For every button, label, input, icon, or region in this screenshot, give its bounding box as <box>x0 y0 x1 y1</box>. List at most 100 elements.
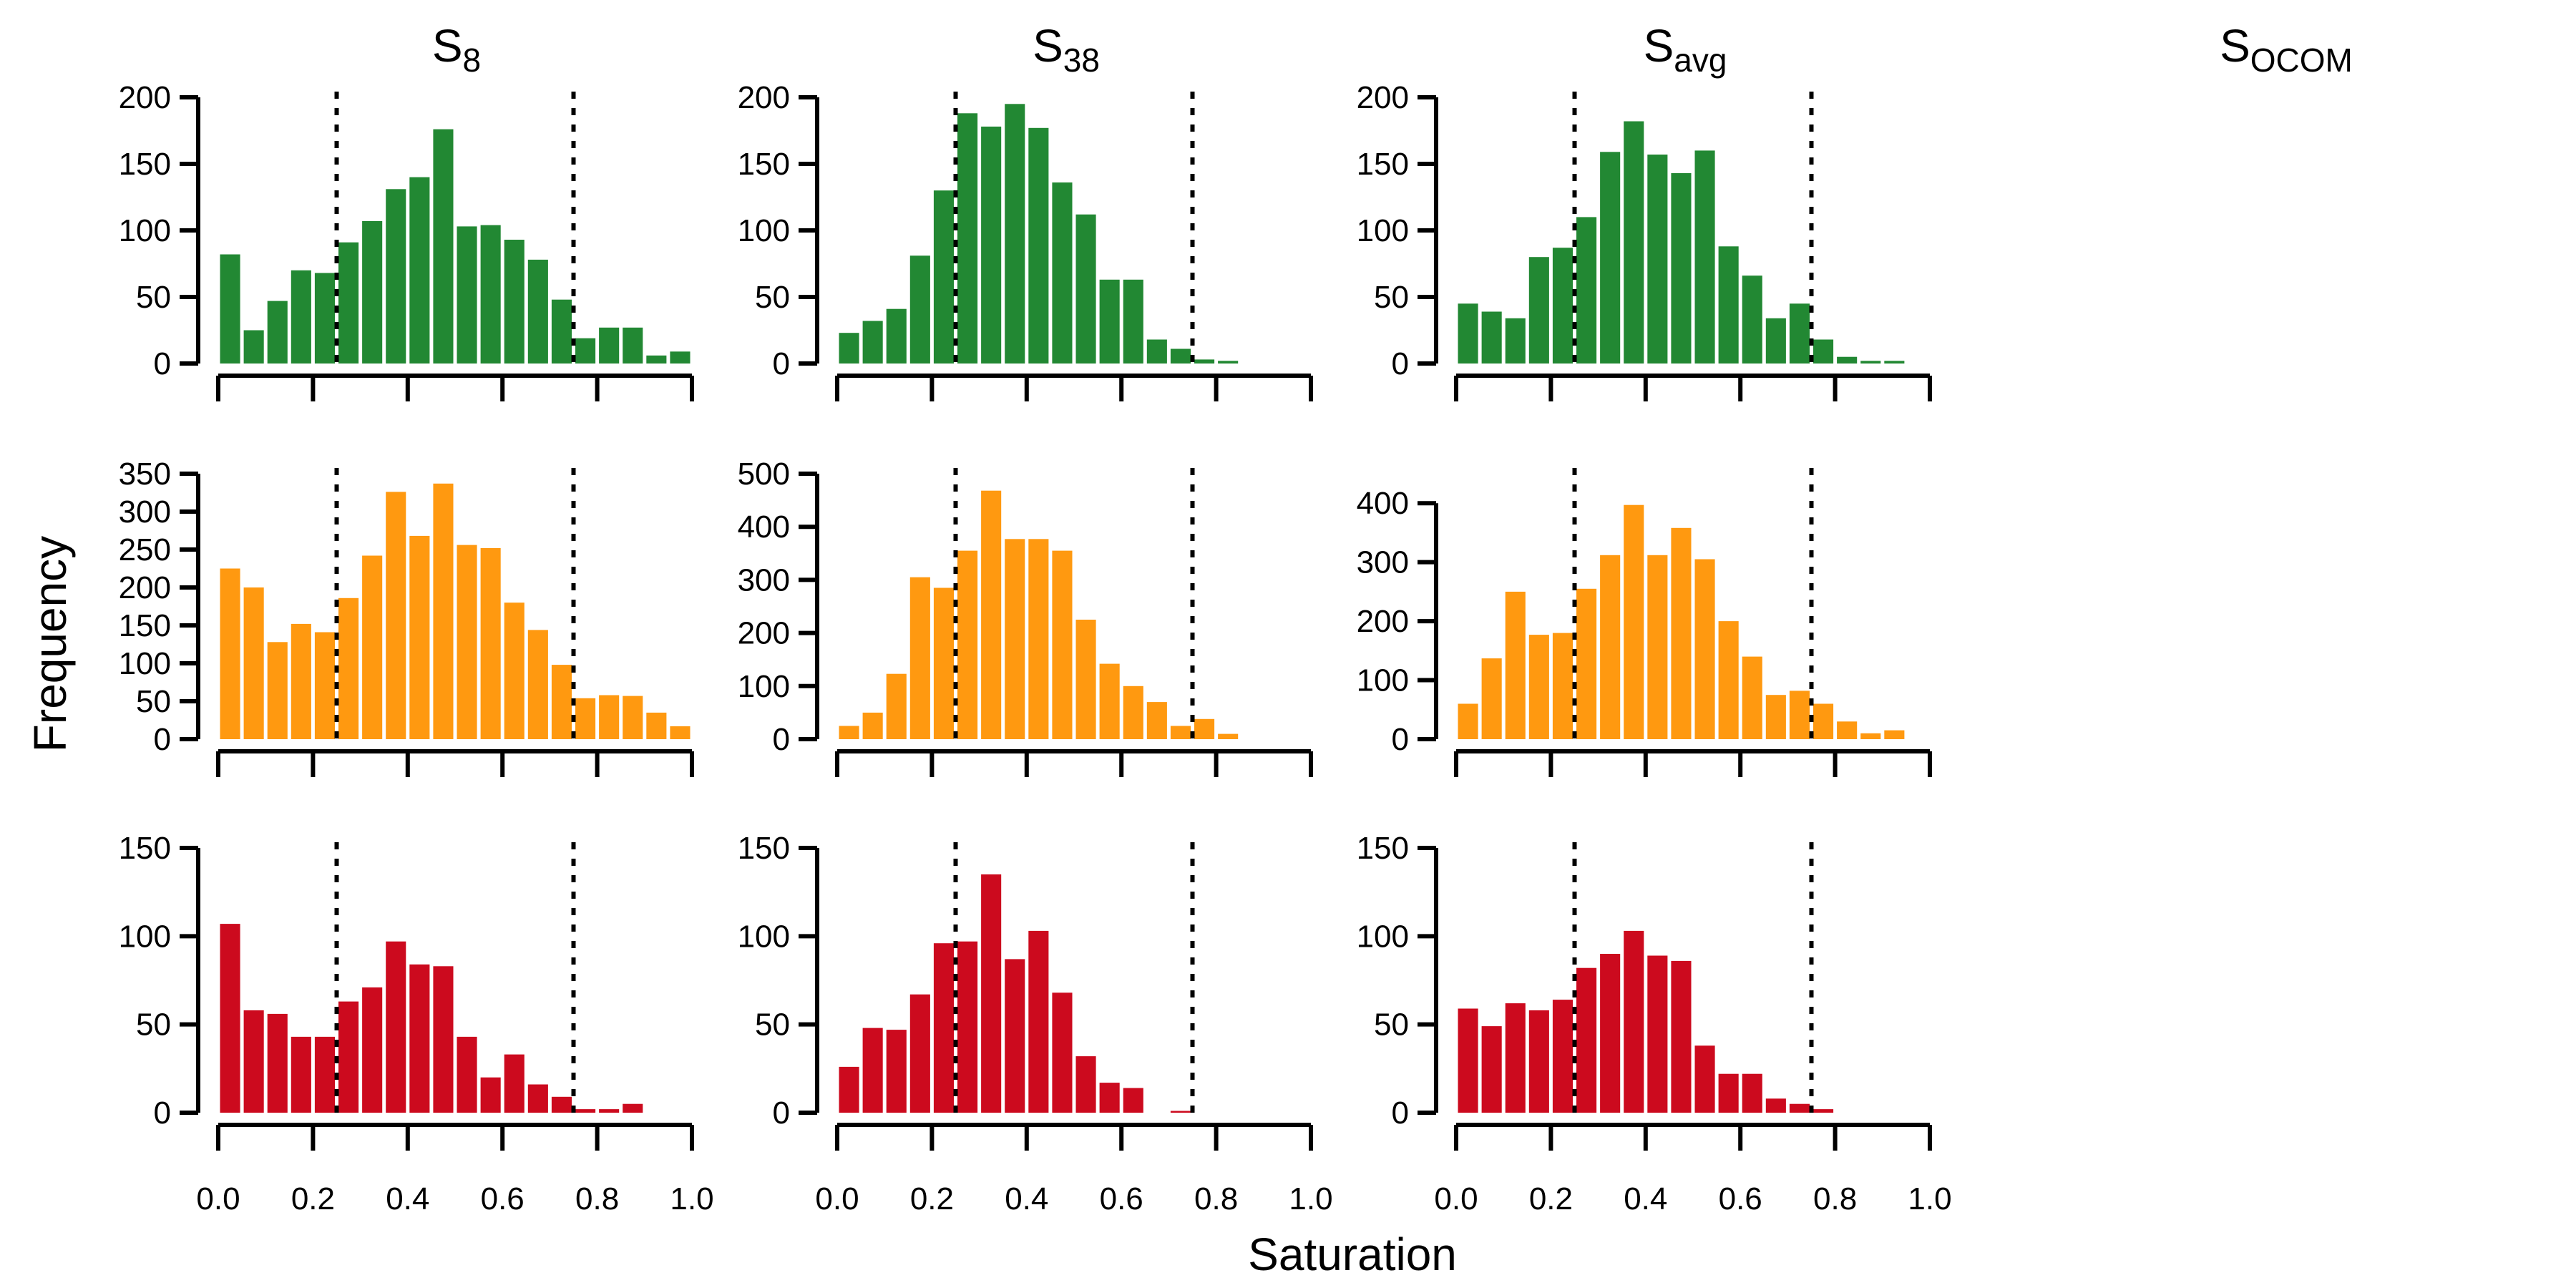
histogram-panel-r0-c2: 0 50 100 150 200 <box>1357 80 1932 401</box>
histogram-bar <box>1170 348 1191 364</box>
y-tick-label: 100 <box>119 919 171 954</box>
y-tick-label: 500 <box>738 457 790 492</box>
histogram-bar <box>1123 686 1143 739</box>
histogram-bar <box>1789 303 1810 364</box>
x-tick-label: 1.0 <box>670 1181 713 1216</box>
histogram-bar <box>1170 726 1191 739</box>
y-tick-label: 100 <box>1357 213 1409 248</box>
histogram-bar <box>839 1066 859 1113</box>
histogram-bar <box>575 338 596 364</box>
histogram-bar <box>220 924 240 1113</box>
histogram-bar <box>1458 703 1478 739</box>
histogram-bar <box>1146 702 1167 739</box>
column-titles: S8 S38 Savg SOCOM <box>432 20 2353 79</box>
y-tick-label: 200 <box>738 80 790 115</box>
histogram-bar <box>1671 960 1692 1113</box>
histogram-bar <box>1099 663 1120 739</box>
y-tick-label: 150 <box>119 608 171 643</box>
histogram-bar <box>1505 591 1526 739</box>
histogram-bar <box>1576 967 1597 1113</box>
histogram-bar <box>1765 318 1786 364</box>
histogram-bar <box>909 255 930 364</box>
y-tick-label: 200 <box>1357 80 1409 115</box>
histogram-bar <box>1481 1026 1502 1113</box>
y-tick-label: 0 <box>1392 1096 1409 1131</box>
y-tick-label: 50 <box>1374 1008 1409 1043</box>
histogram-bar <box>243 587 264 739</box>
histogram-bar <box>933 587 954 739</box>
x-tick-label: 0.2 <box>291 1181 335 1216</box>
histogram-bar <box>1694 150 1715 364</box>
histogram-bar <box>1170 1111 1191 1113</box>
histogram-bar <box>1005 104 1025 364</box>
histogram-bar <box>1718 246 1739 364</box>
histogram-panel-r2-c1: 0 50 100 150 0.0 0.2 0.4 0.6 0.8 1.0 <box>738 831 1333 1216</box>
histogram-bar <box>1576 217 1597 364</box>
histogram-bar <box>314 273 335 364</box>
histogram-bar <box>291 623 311 739</box>
histogram-bar <box>480 225 501 364</box>
histogram-bar <box>1837 721 1858 739</box>
histogram-bar <box>267 642 288 739</box>
histogram-panel-r1-c2: 0 100 200 300 400 <box>1357 468 1932 777</box>
y-tick-label: 0 <box>154 722 171 757</box>
histogram-bar <box>1694 559 1715 739</box>
histogram-bar <box>433 483 454 739</box>
y-tick-label: 150 <box>1357 147 1409 182</box>
y-tick-label: 50 <box>1374 280 1409 315</box>
histogram-bar <box>338 597 359 739</box>
y-tick-label: 150 <box>738 147 790 182</box>
histogram-bar <box>1789 1103 1810 1113</box>
histogram-bar <box>623 1103 643 1113</box>
histogram-bar <box>1576 588 1597 739</box>
histogram-bar <box>1075 620 1096 739</box>
histogram-bar <box>1624 504 1644 739</box>
histogram-bar <box>409 964 430 1113</box>
histogram-panels: 0501001502000501001502000501001502000501… <box>119 80 1952 1216</box>
y-tick-label: 0 <box>773 1096 790 1131</box>
y-tick-label: 300 <box>738 562 790 597</box>
histogram-bar <box>362 555 383 739</box>
column-title-avg: Savg <box>1644 20 1727 79</box>
y-tick-label: 0 <box>773 346 790 381</box>
histogram-bar <box>1146 339 1167 364</box>
x-tick-label: 0.6 <box>1719 1181 1762 1216</box>
histogram-bar <box>386 189 406 364</box>
y-tick-label: 150 <box>738 831 790 866</box>
y-tick-label: 50 <box>136 280 171 315</box>
y-tick-label: 50 <box>755 280 790 315</box>
histogram-bar <box>1123 279 1143 364</box>
y-tick-label: 350 <box>119 457 171 492</box>
histogram-bar <box>981 490 1002 739</box>
y-tick-label: 300 <box>119 494 171 530</box>
x-tick-label: 1.0 <box>1908 1181 1951 1216</box>
y-tick-label: 100 <box>1357 919 1409 954</box>
x-tick-label: 0.4 <box>386 1181 429 1216</box>
histogram-bar <box>1860 733 1881 739</box>
histogram-bar <box>933 943 954 1113</box>
histogram-bar <box>670 351 691 364</box>
histogram-bar <box>243 1010 264 1113</box>
y-tick-label: 400 <box>1357 486 1409 521</box>
histogram-bar <box>1742 275 1762 364</box>
histogram-bar <box>646 355 667 364</box>
histogram-bar <box>220 568 240 739</box>
histogram-bar <box>480 1077 501 1113</box>
x-tick-label: 0.6 <box>1100 1181 1143 1216</box>
histogram-bar <box>457 545 477 739</box>
histogram-bar <box>1005 959 1025 1113</box>
histogram-bar <box>338 242 359 364</box>
histogram-bar <box>1600 555 1621 739</box>
histogram-bar <box>1813 703 1834 739</box>
histogram-bar <box>1028 127 1049 364</box>
x-tick-label: 0.8 <box>1194 1181 1238 1216</box>
histogram-bar <box>1552 248 1573 364</box>
histogram-bar <box>599 327 620 364</box>
column-title-subscript: OCOM <box>2250 42 2353 79</box>
histogram-bar <box>623 327 643 364</box>
histogram-bar <box>1005 539 1025 739</box>
histogram-bar <box>1765 1098 1786 1113</box>
x-tick-label: 0.4 <box>1624 1181 1667 1216</box>
histogram-bar <box>1075 214 1096 364</box>
column-title-subscript: 8 <box>463 42 482 79</box>
